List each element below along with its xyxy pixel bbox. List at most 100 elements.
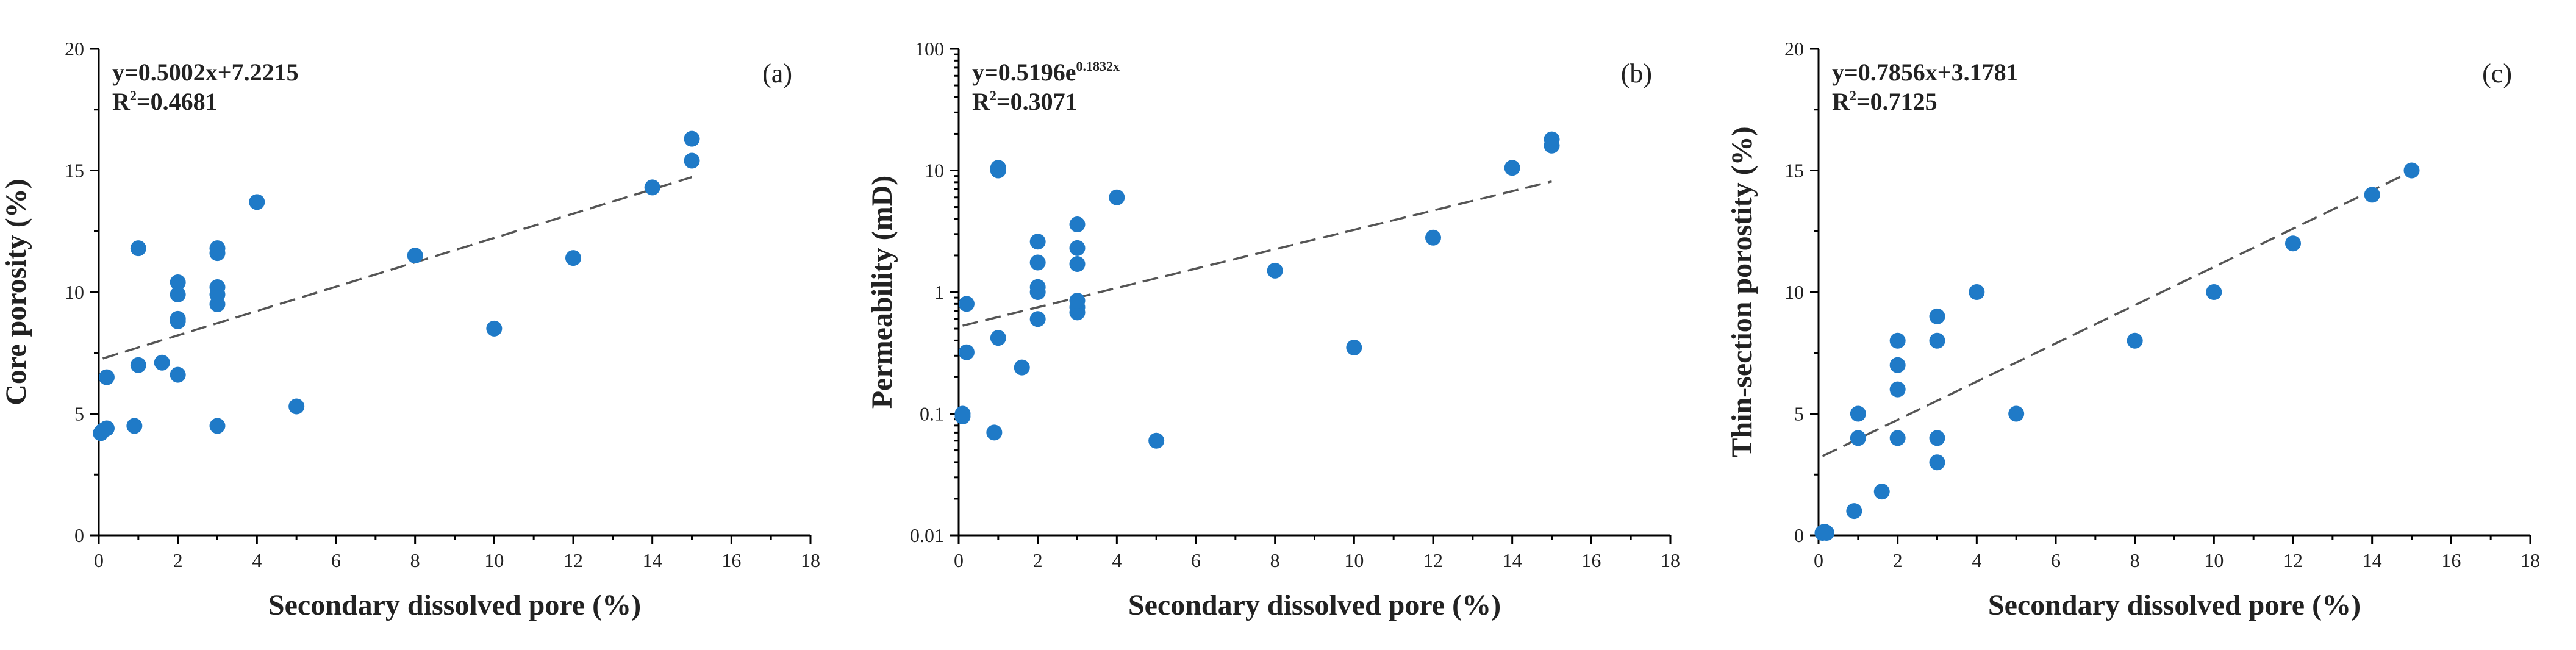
data-point [1014,359,1030,376]
data-point [2285,235,2301,252]
data-point [209,240,226,257]
data-point [1889,332,1906,349]
data-point [1544,131,1560,148]
x-tick-label: 6 [2051,549,2061,571]
data-point [2403,162,2420,179]
x-tick-label: 14 [643,549,662,571]
chart-panel-3: 0 2 4 6 8 10 12 14 16 18 0 5 10 15 20 Secondary dissolv… [1726,38,2540,621]
x-tick-label: 12 [564,549,583,571]
data-point [1889,430,1906,446]
panel-label: (b) [1621,59,1652,88]
data-point [1029,279,1046,295]
x-tick-label: 14 [1503,549,1522,571]
x-tick-label: 10 [1344,549,1364,571]
x-tick-label: 16 [721,549,741,571]
chart-panel-1: 0 2 4 6 8 10 12 14 16 18 0 5 10 15 20 Secondary dissolv… [0,38,820,621]
y-axis-title: Core porosity (%) [0,179,32,405]
data-point [130,240,146,257]
data-point [565,250,581,266]
y-tick-label: 0.01 [910,524,944,546]
r-squared: R2=0.3071 [972,88,1078,115]
fit-equation: y=0.5002x+7.2215 [112,59,299,86]
chart-panel-2: 0 2 4 6 8 10 12 14 16 18 0.01 0.1 1 10 100 Secondary di… [866,38,1680,621]
data-point [1069,216,1086,233]
data-point [986,424,1003,441]
x-tick-label: 0 [94,549,104,571]
x-tick-label: 18 [801,549,820,571]
data-point [1889,357,1906,373]
x-tick-label: 8 [410,549,420,571]
trend-line [1822,170,2413,457]
data-point [130,357,146,373]
data-point [407,248,423,264]
x-tick-label: 6 [331,549,341,571]
data-point [990,160,1006,176]
r-squared-exponent: 2 [130,88,137,103]
data-point [1846,503,1862,520]
fit-equation-main: y=0.5002x+7.2215 [112,59,299,86]
data-point [1873,484,1890,500]
data-point [209,418,226,434]
data-point [1029,234,1046,250]
data-point [2364,187,2380,203]
data-point [1929,308,1945,324]
x-axis-title: Secondary dissolved pore (%) [1128,589,1501,621]
x-tick-label: 4 [1972,549,1981,571]
fit-equation-exponent: 0.1832x [1076,59,1120,74]
y-tick-label: 5 [74,403,84,425]
data-point [2127,332,2143,349]
data-point [684,152,700,169]
data-point [1889,381,1906,398]
data-point [954,408,971,424]
y-axis-title: Thin-section porostity (%) [1726,126,1758,457]
data-point [126,418,143,434]
y-tick-label: 5 [1794,403,1804,425]
x-tick-label: 6 [1191,549,1201,571]
x-tick-label: 18 [2521,549,2540,571]
r-squared: R2=0.7125 [1832,88,1937,115]
y-tick-label: 15 [65,160,84,182]
data-point [1069,240,1086,256]
x-tick-label: 2 [1893,549,1903,571]
trend-line [102,176,693,360]
data-point [958,296,975,312]
x-tick-label: 4 [1112,549,1122,571]
data-point [1109,189,1125,205]
r-squared-exponent: 2 [990,88,996,103]
x-tick-label: 0 [954,549,964,571]
data-point [1929,454,1945,471]
r-squared-value: =0.7125 [1856,88,1937,115]
data-point [170,310,186,327]
data-point [2008,405,2025,422]
y-tick-label: 20 [1784,38,1804,60]
data-point [1148,432,1165,449]
trend-line [962,180,1552,327]
data-point [2206,284,2222,300]
data-point [1069,256,1086,273]
data-point [1850,430,1866,446]
r-squared-value: =0.4681 [137,88,218,115]
data-point [1029,311,1046,327]
data-point [170,274,186,291]
y-tick-label: 0.1 [920,403,944,425]
data-point [1267,262,1283,279]
x-tick-label: 0 [1814,549,1823,571]
data-point [1029,254,1046,271]
data-point [684,130,700,147]
x-tick-label: 18 [1661,549,1680,571]
r-squared-prefix: R [112,88,131,115]
data-point [1346,339,1362,355]
y-tick-label: 0 [74,524,84,546]
data-point [1969,284,1985,300]
data-point [486,320,503,337]
x-tick-label: 12 [1423,549,1443,571]
data-point [1425,229,1441,246]
y-tick-label: 10 [1784,281,1804,303]
x-tick-label: 2 [173,549,183,571]
x-axis-title: Secondary dissolved pore (%) [1988,589,2361,621]
data-point [288,398,305,415]
data-point [98,420,115,437]
r-squared-prefix: R [1832,88,1850,115]
r-squared-prefix: R [972,88,990,115]
r-squared-exponent: 2 [1850,88,1856,103]
